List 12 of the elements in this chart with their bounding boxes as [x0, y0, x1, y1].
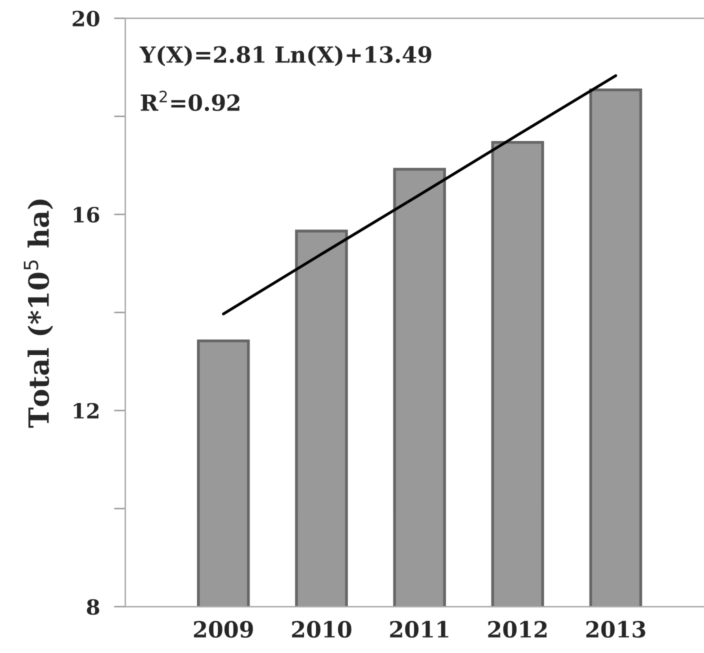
y-tick-label: 20 [72, 10, 100, 26]
x-tick-label: 2012 [488, 620, 547, 638]
x-tick-label: 2011 [390, 620, 448, 638]
annotation: Y(X)=2.81 Ln(X)+13.49 [140, 46, 432, 66]
annotation: R$^{2}$=0.92 [140, 90, 240, 112]
x-tick-label: 2009 [194, 620, 253, 638]
y-tick-label: 16 [74, 206, 100, 223]
y-tick-label: 12 [74, 402, 98, 418]
y-axis-title: Total (*10$^{5}$ ha) [24, 200, 54, 428]
x-tick-label: 2013 [586, 620, 646, 638]
y-tick-label: 8 [86, 599, 100, 615]
x-tick-label: 2010 [292, 620, 352, 638]
